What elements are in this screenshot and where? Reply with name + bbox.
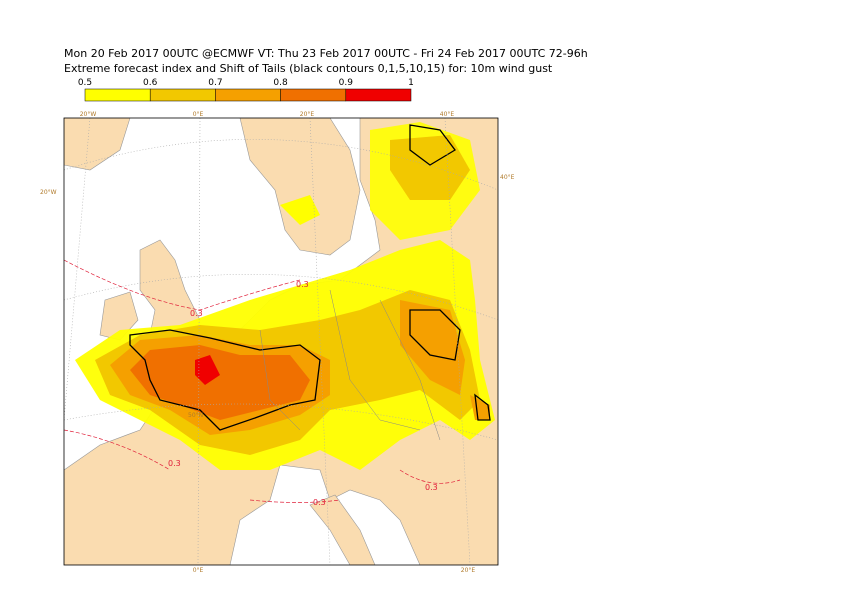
- graticule-label: 20°E: [461, 567, 476, 574]
- borders: [259, 289, 441, 441]
- colorbar-label: 0.5: [78, 78, 92, 88]
- colorbar-box: [84, 88, 151, 102]
- graticule-label: 40°E: [440, 111, 455, 118]
- colorbar: 0.5 0.6 0.7 0.8 0.9 1: [78, 78, 414, 102]
- graticule-label: 0°E: [193, 111, 204, 118]
- map: [64, 118, 498, 565]
- colorbar-label: 0.9: [339, 78, 354, 88]
- efi-shading: [75, 122, 495, 470]
- graticule-label: 40°E: [500, 174, 515, 181]
- title: Mon 20 Feb 2017 00UTC @ECMWF VT: Thu 23 …: [64, 47, 588, 60]
- graticule: [64, 118, 498, 565]
- colorbar-label: 1: [408, 78, 414, 88]
- sot-contours: [129, 124, 491, 431]
- efi-0.3-contours: [64, 259, 461, 503]
- colorbar-label: 0.8: [273, 78, 288, 88]
- contour-label: 0.3: [296, 280, 309, 289]
- contour-label: 0.3: [190, 309, 203, 318]
- graticule-label: 20°W: [80, 111, 97, 118]
- contour-label: 0.3: [425, 483, 438, 492]
- colorbar-box: [215, 88, 281, 102]
- graticule-label: 20°E: [300, 111, 315, 118]
- contour-label: 0.3: [168, 459, 181, 468]
- subtitle: Extreme forecast index and Shift of Tail…: [64, 62, 553, 75]
- colorbar-box: [345, 88, 412, 102]
- colorbar-box: [280, 88, 347, 102]
- map-frame: [63, 117, 499, 566]
- colorbar-label: 0.7: [208, 78, 222, 88]
- graticule-label: 50°N: [188, 412, 203, 419]
- graticule-label: 20°W: [40, 189, 57, 196]
- colorbar-box: [149, 88, 216, 102]
- colorbar-label: 0.6: [143, 78, 158, 88]
- graticule-label: 0°E: [193, 567, 204, 574]
- contour-label: 0.3: [313, 498, 326, 507]
